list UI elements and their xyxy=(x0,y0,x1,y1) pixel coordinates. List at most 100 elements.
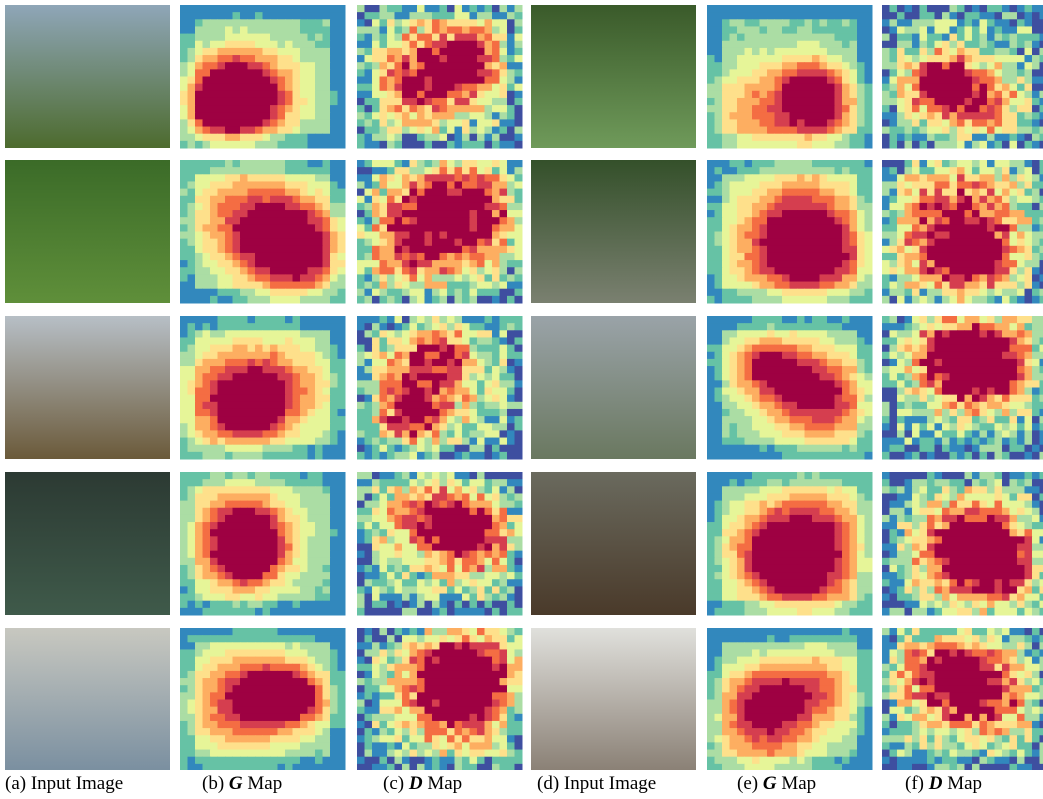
heat-cell xyxy=(432,721,440,729)
heat-cell xyxy=(330,678,338,686)
heat-cell xyxy=(827,84,835,92)
heat-cell xyxy=(195,586,203,594)
heat-cell xyxy=(402,105,410,113)
heat-cell xyxy=(180,508,188,516)
heat-cell xyxy=(380,721,388,729)
heat-cell xyxy=(470,536,478,544)
heat-cell xyxy=(425,493,433,501)
heat-cell xyxy=(278,714,286,722)
heat-cell xyxy=(365,515,373,523)
heat-cell xyxy=(308,430,316,438)
heat-cell xyxy=(323,438,331,446)
heat-cell xyxy=(338,728,346,736)
heat-cell xyxy=(233,217,241,225)
heat-cell xyxy=(790,69,798,77)
heat-cell xyxy=(203,388,211,396)
heat-cell xyxy=(278,409,286,417)
heat-cell xyxy=(203,352,211,360)
heat-cell xyxy=(402,41,410,49)
heat-cell xyxy=(323,26,331,34)
heat-cell xyxy=(188,423,196,431)
heat-cell xyxy=(470,174,478,182)
heat-cell xyxy=(338,253,346,261)
heat-cell xyxy=(188,430,196,438)
heat-cell xyxy=(240,388,248,396)
heat-cell xyxy=(440,452,448,460)
heat-cell xyxy=(395,501,403,509)
heat-cell xyxy=(447,479,455,487)
heat-cell xyxy=(745,48,753,56)
heat-cell xyxy=(218,119,226,127)
heat-cell xyxy=(432,359,440,367)
heat-cell xyxy=(767,84,775,92)
heat-cell xyxy=(323,586,331,594)
heat-cell xyxy=(500,119,508,127)
heat-cell xyxy=(293,167,301,175)
heat-cell xyxy=(315,452,323,460)
heat-cell xyxy=(293,601,301,609)
heat-cell xyxy=(188,508,196,516)
heat-cell xyxy=(233,127,241,135)
heat-cell xyxy=(507,742,515,750)
heat-cell xyxy=(462,12,470,20)
heat-cell xyxy=(270,41,278,49)
heat-cell xyxy=(417,579,425,587)
heat-cell xyxy=(218,12,226,20)
heat-cell xyxy=(323,395,331,403)
heat-cell xyxy=(440,359,448,367)
heat-cell xyxy=(180,664,188,672)
heat-cell xyxy=(263,196,271,204)
heat-cell xyxy=(775,119,783,127)
heat-cell xyxy=(203,112,211,120)
heat-cell xyxy=(240,721,248,729)
heat-cell xyxy=(447,728,455,736)
heat-cell xyxy=(500,735,508,743)
heat-cell xyxy=(492,359,500,367)
heat-cell xyxy=(255,664,263,672)
heat-cell xyxy=(338,416,346,424)
heat-cell xyxy=(357,34,365,42)
heat-cell xyxy=(470,544,478,552)
heat-cell xyxy=(387,501,395,509)
heat-cell xyxy=(248,551,256,559)
heat-cell xyxy=(850,26,858,34)
heat-cell xyxy=(462,501,470,509)
heat-cell xyxy=(270,423,278,431)
heat-cell xyxy=(775,26,783,34)
heat-cell xyxy=(410,430,418,438)
heat-cell xyxy=(715,119,723,127)
heat-cell xyxy=(722,98,730,106)
heat-cell xyxy=(357,508,365,516)
heat-cell xyxy=(323,48,331,56)
heat-cell xyxy=(752,181,760,189)
heat-cell xyxy=(248,84,256,92)
heat-cell xyxy=(285,750,293,758)
heat-cell xyxy=(357,196,365,204)
heat-cell xyxy=(395,536,403,544)
heat-cell xyxy=(470,274,478,282)
heat-cell xyxy=(225,77,233,85)
heat-cell xyxy=(507,69,515,77)
heat-cell xyxy=(218,289,226,297)
heat-cell xyxy=(425,586,433,594)
heat-cell xyxy=(188,352,196,360)
heat-cell xyxy=(387,486,395,494)
heat-cell xyxy=(218,594,226,602)
heat-cell xyxy=(500,134,508,142)
heat-cell xyxy=(782,12,790,20)
heat-cell xyxy=(790,26,798,34)
heat-cell xyxy=(270,649,278,657)
heat-cell xyxy=(248,522,256,530)
heat-cell xyxy=(477,119,485,127)
heat-cell xyxy=(293,479,301,487)
heat-cell xyxy=(233,594,241,602)
heat-cell xyxy=(387,84,395,92)
heat-cell xyxy=(500,486,508,494)
heat-cell xyxy=(203,160,211,168)
heat-cell xyxy=(425,671,433,679)
heat-cell xyxy=(865,160,873,168)
heat-cell xyxy=(797,77,805,85)
heat-cell xyxy=(338,529,346,537)
heat-cell xyxy=(515,430,523,438)
heat-cell xyxy=(820,19,828,27)
